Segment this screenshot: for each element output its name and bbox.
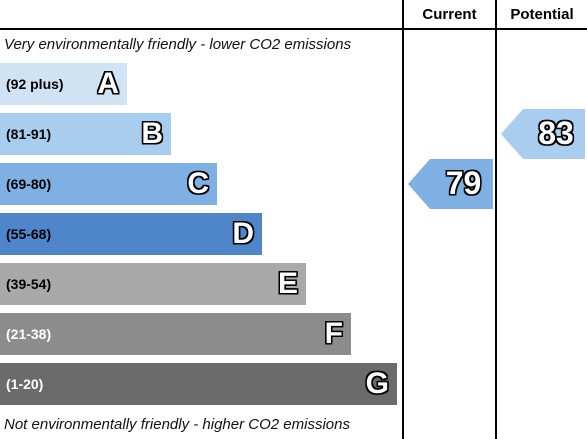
band-letter: B [141, 117, 163, 150]
band-range-label: (81-91) [6, 126, 52, 142]
band-e: (39-54) E [0, 263, 306, 305]
current-column-header: Current [422, 6, 477, 23]
band-range-label: (69-80) [6, 176, 52, 192]
band-g: (1-20) G [0, 363, 397, 405]
bottom-caption: Not environmentally friendly - higher CO… [4, 416, 350, 433]
band-range-label: (92 plus) [6, 76, 64, 92]
potential-column-left-border [495, 0, 497, 439]
band-f: (21-38) F [0, 313, 351, 355]
band-letter: E [277, 267, 298, 300]
potential-arrow-shape [501, 109, 585, 159]
band-range-label: (39-54) [6, 276, 52, 292]
band-range-label: (1-20) [6, 376, 44, 392]
current-rating-arrow [408, 159, 493, 209]
band-letter: F [324, 317, 343, 350]
band-range-label: (55-68) [6, 226, 52, 242]
band-b: (81-91) B [0, 113, 171, 155]
potential-column-header: Potential [510, 6, 574, 23]
current-arrow-shape [408, 159, 493, 209]
current-rating-value: 79 [445, 165, 482, 201]
band-letter: C [187, 167, 209, 200]
band-letter: D [232, 217, 254, 250]
potential-rating-arrow [501, 109, 585, 159]
band-c: (69-80) C [0, 163, 217, 205]
band-letter: G [365, 367, 389, 400]
band-a: (92 plus) A [0, 63, 127, 105]
band-range-label: (21-38) [6, 326, 52, 342]
band-d: (55-68) D [0, 213, 262, 255]
top-caption: Very environmentally friendly - lower CO… [4, 36, 352, 53]
header-divider [0, 28, 587, 30]
current-column-left-border [402, 0, 404, 439]
band-letter: A [97, 67, 119, 100]
potential-rating-value: 83 [538, 115, 574, 151]
